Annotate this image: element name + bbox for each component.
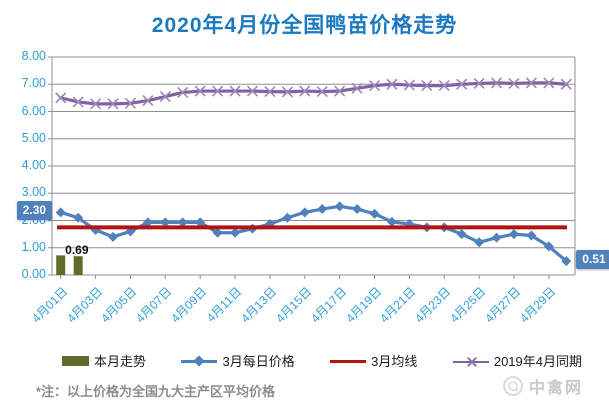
- y-axis-tick-label: 0.00: [21, 267, 46, 281]
- diamond-line-swatch-icon: [181, 354, 218, 368]
- legend-label: 本月走势: [94, 354, 147, 369]
- y-axis-tick-label: 4.00: [21, 158, 46, 172]
- y-axis-tick-label: 6.00: [21, 103, 46, 118]
- bird-logo-icon: [502, 376, 523, 396]
- legend-label: 2019年4月同期: [493, 354, 582, 369]
- chart-title: 2020年4月份全国鸭苗价格走势: [151, 14, 458, 37]
- y-axis-tick-label: 7.00: [21, 76, 46, 91]
- x-line-swatch-icon: [452, 354, 489, 368]
- data-label: 0.51: [576, 250, 609, 270]
- watermark: 中禽网: [502, 374, 583, 398]
- legend-item-march-average: 3月均线: [330, 351, 417, 370]
- legend-label: 3月均线: [371, 354, 418, 369]
- footnote: *注：以上价格为全国九大主产区平均价格: [36, 384, 276, 399]
- legend-item-march-daily: 3月每日价格: [181, 351, 295, 370]
- y-axis-tick-label: 1.00: [21, 239, 46, 254]
- legend: 本月走势 3月每日价格 3月均线 2019年4月同期: [62, 351, 582, 370]
- y-axis-tick-label: 3.00: [21, 185, 46, 200]
- legend-item-current-month: 本月走势: [62, 351, 146, 370]
- legend-item-last-year: 2019年4月同期: [452, 351, 582, 370]
- data-label: 2.30: [16, 201, 53, 221]
- y-axis-tick-label: 5.00: [21, 130, 46, 145]
- y-axis-tick-label: 8.00: [21, 49, 46, 63]
- watermark-text: 中禽网: [528, 380, 583, 397]
- red-line-swatch-icon: [330, 354, 367, 368]
- bar-swatch-icon: [62, 355, 89, 366]
- legend-label: 3月每日价格: [222, 354, 295, 369]
- data-label: 0.69: [65, 243, 89, 258]
